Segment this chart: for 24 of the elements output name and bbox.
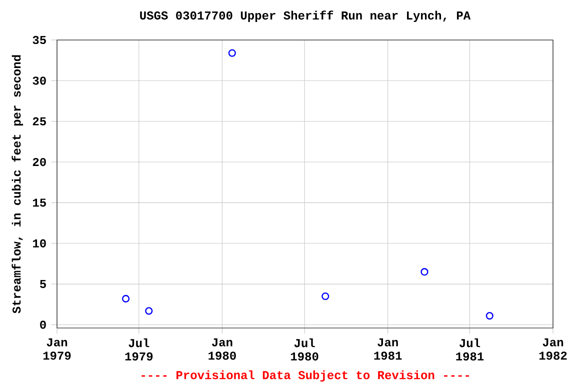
x-tick-label: Jul 1981 [456, 338, 484, 361]
x-tick-label: Jan 1979 [43, 338, 71, 360]
x-tick-label: Jan 1981 [374, 338, 402, 360]
point [145, 307, 153, 315]
y-tick-label: 10 [33, 239, 46, 248]
x-tick-label: Jul 1980 [290, 338, 318, 361]
y-axis-title: Streamflow, in cubic feet per second [12, 55, 24, 314]
y-tick-label: 15 [33, 198, 46, 207]
x-tick-label: Jul 1979 [125, 338, 153, 361]
y-tick-label: 5 [40, 280, 46, 288]
y-tick-label: 35 [32, 36, 46, 44]
point [122, 294, 130, 302]
y-tick-label: 0 [40, 320, 46, 329]
point [228, 49, 236, 57]
y-tick-label: 25 [32, 117, 46, 126]
y-tick-label: 30 [32, 76, 46, 85]
point [322, 292, 330, 300]
y-tick-label: 20 [32, 158, 46, 166]
point [486, 312, 494, 320]
chart-title: USGS 03017700 Upper Sheriff Run near Lynch, PA [140, 10, 471, 22]
x-tick-label: Jan 1980 [208, 338, 236, 360]
x-tick-label: Jan 1982 [539, 338, 567, 360]
point [420, 268, 428, 276]
text: ---- Provisional Data Subject to Revision ---- [142, 370, 469, 382]
